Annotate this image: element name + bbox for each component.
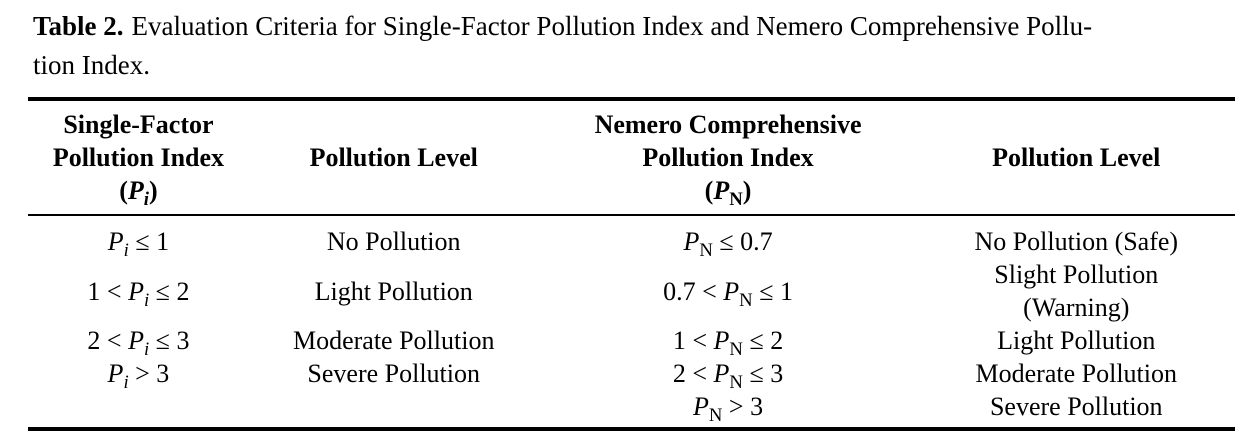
table-cell: 0.7 < PN ≤ 1 — [663, 276, 793, 311]
table-cell — [249, 390, 539, 429]
header-pollution-level-left: Pollution Level — [309, 143, 478, 172]
table-cell: Pi > 3 — [107, 359, 170, 394]
header-single-factor-pollution-index: Single-Factor Pollution Index (Pi) — [52, 110, 225, 211]
table-row: 1 < Pi ≤ 2 Light Pollution 0.7 < PN ≤ 1 … — [28, 258, 1235, 324]
table-cell: 2 < PN ≤ 3 — [672, 359, 784, 394]
table-cell: Light Pollution — [314, 276, 473, 306]
table-cell: 1 < Pi ≤ 2 — [87, 276, 190, 311]
table-header-row: Single-Factor Pollution Index (Pi) Polluti… — [28, 99, 1235, 215]
evaluation-criteria-table: Single-Factor Pollution Index (Pi) Polluti… — [28, 97, 1235, 431]
table-cell: 2 < Pi ≤ 3 — [87, 326, 190, 361]
header-pollution-level-right: Pollution Level — [992, 143, 1161, 172]
table-caption: Table 2. Evaluation Criteria for Single-F… — [33, 7, 1219, 85]
table-cell: Light Pollution — [997, 326, 1156, 355]
table-cell: Slight Pollution (Warning) — [994, 260, 1159, 322]
table-cell: Pi ≤ 1 — [107, 227, 170, 262]
page: Table 2. Evaluation Criteria for Single-F… — [0, 7, 1249, 431]
table-cell: 1 < PN ≤ 2 — [672, 326, 784, 361]
table-caption-text: Evaluation Criteria for Single-Factor Po… — [33, 11, 1093, 80]
header-nemero-comprehensive-pollution-index: Nemero Comprehensive Pollution Index (PN) — [594, 110, 862, 211]
table-cell: Severe Pollution — [307, 359, 480, 388]
table-row: Pi > 3 Severe Pollution 2 < PN ≤ 3 Moder… — [28, 357, 1235, 394]
table-cell — [28, 390, 249, 429]
table-caption-label: Table 2. — [33, 11, 124, 41]
table-row: PN > 3 Severe Pollution — [28, 390, 1235, 429]
table-cell: No Pollution (Safe) — [974, 227, 1179, 256]
table-cell: PN > 3 — [693, 392, 764, 427]
table-cell: Severe Pollution — [989, 392, 1163, 421]
table-row: Pi ≤ 1 No Pollution PN ≤ 0.7 No Pollutio… — [28, 215, 1235, 262]
table-cell: Moderate Pollution — [292, 326, 495, 355]
table-cell: Moderate Pollution — [975, 359, 1177, 388]
table-row: 2 < Pi ≤ 3 Moderate Pollution 1 < PN ≤ 2… — [28, 324, 1235, 361]
table-cell: No Pollution — [326, 227, 461, 256]
table-cell: PN ≤ 0.7 — [683, 227, 773, 262]
